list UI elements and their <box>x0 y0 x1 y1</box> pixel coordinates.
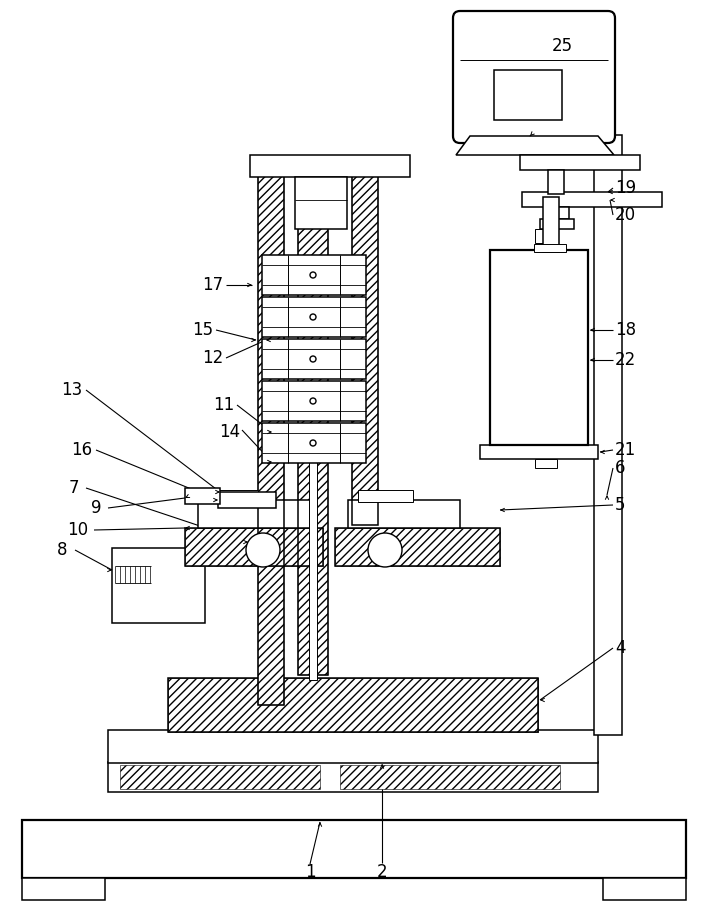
Text: 12: 12 <box>202 349 224 367</box>
Bar <box>22 878 105 900</box>
Bar <box>168 678 538 732</box>
Bar <box>520 155 640 170</box>
Text: 6: 6 <box>615 459 625 477</box>
Bar <box>262 381 366 421</box>
Bar <box>352 175 378 525</box>
Bar <box>522 192 662 207</box>
Bar <box>112 548 205 623</box>
Bar <box>262 297 366 337</box>
Bar <box>262 255 366 295</box>
Bar <box>548 170 564 194</box>
Bar <box>120 765 320 789</box>
Bar <box>185 528 323 566</box>
Bar <box>108 730 598 763</box>
Circle shape <box>310 356 316 362</box>
Text: 22: 22 <box>615 351 636 369</box>
Text: 15: 15 <box>193 321 214 339</box>
Bar <box>603 878 686 900</box>
Bar <box>340 765 560 789</box>
Text: 7: 7 <box>69 479 79 497</box>
Bar <box>335 528 500 566</box>
Bar <box>535 229 555 243</box>
Bar <box>250 155 410 177</box>
Bar <box>534 244 566 252</box>
Bar <box>295 177 347 229</box>
Bar <box>480 445 598 459</box>
Bar <box>535 459 557 468</box>
Bar <box>262 423 366 463</box>
Bar <box>258 175 284 705</box>
Bar <box>358 490 413 502</box>
Bar <box>298 165 328 675</box>
Text: 8: 8 <box>57 541 67 559</box>
Bar <box>309 450 317 680</box>
Text: 18: 18 <box>615 321 636 339</box>
Bar <box>494 70 562 120</box>
Bar <box>545 207 569 219</box>
Bar <box>208 490 258 502</box>
Bar <box>185 528 323 566</box>
Text: 10: 10 <box>67 521 88 539</box>
Circle shape <box>310 398 316 404</box>
Bar <box>185 488 220 504</box>
Bar <box>298 165 328 675</box>
Text: 19: 19 <box>615 179 636 197</box>
Bar <box>352 175 378 525</box>
Bar <box>218 492 276 508</box>
Circle shape <box>246 533 280 567</box>
FancyBboxPatch shape <box>453 11 615 143</box>
Text: 13: 13 <box>62 381 83 399</box>
Text: 20: 20 <box>615 206 636 224</box>
Circle shape <box>368 533 402 567</box>
Text: 11: 11 <box>213 396 234 414</box>
Circle shape <box>310 314 316 320</box>
Text: 14: 14 <box>219 423 241 441</box>
Bar <box>335 528 500 566</box>
Circle shape <box>310 440 316 446</box>
Bar <box>594 135 622 735</box>
Bar <box>543 197 559 252</box>
Bar <box>168 678 538 732</box>
Bar <box>262 339 366 379</box>
Bar <box>108 762 598 792</box>
Bar <box>348 500 460 528</box>
Text: 4: 4 <box>615 639 625 657</box>
Text: 2: 2 <box>377 863 387 881</box>
Text: 1: 1 <box>304 863 315 881</box>
Text: 17: 17 <box>202 276 224 294</box>
Bar <box>22 820 686 878</box>
Bar <box>258 175 284 705</box>
Bar <box>540 219 574 229</box>
Text: 16: 16 <box>72 441 93 459</box>
Circle shape <box>310 272 316 278</box>
Text: 25: 25 <box>552 37 573 55</box>
Text: 9: 9 <box>91 499 101 517</box>
Polygon shape <box>456 136 614 155</box>
Text: 5: 5 <box>615 496 625 514</box>
Bar <box>490 250 588 445</box>
Text: 21: 21 <box>615 441 636 459</box>
Bar <box>198 500 310 528</box>
